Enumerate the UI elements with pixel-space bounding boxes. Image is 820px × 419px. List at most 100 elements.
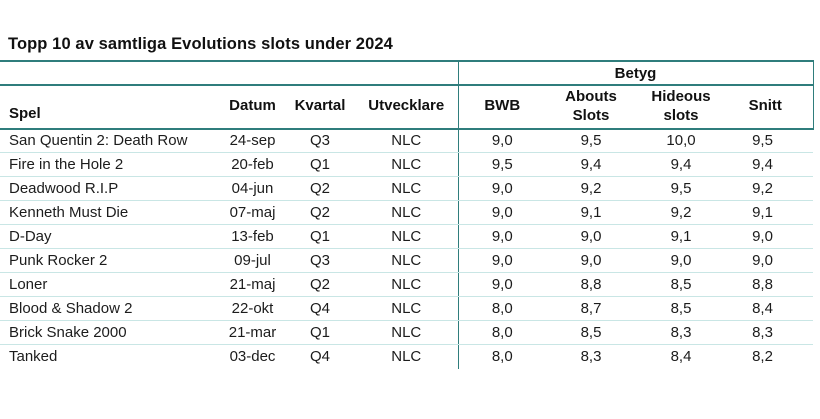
cell-utvecklare: NLC: [355, 176, 458, 201]
cell-datum: 13-feb: [220, 224, 285, 249]
cell-datum: 21-maj: [220, 272, 285, 297]
column-header-hideous-slots: Hideous slots: [636, 85, 726, 130]
cell-snitt: 9,0: [726, 224, 813, 249]
cell-spel: Deadwood R.I.P: [0, 176, 220, 201]
cell-snitt: 8,3: [726, 320, 813, 345]
cell-bwb: 9,0: [457, 224, 546, 249]
table-row: Blood & Shadow 2 22-okt Q4 NLC 8,0 8,7 8,5 8,4: [0, 296, 813, 321]
cell-snitt: 9,4: [726, 152, 813, 177]
cell-kvartal: Q1: [285, 320, 355, 345]
column-header-datum: Datum: [220, 85, 285, 130]
cell-hideous-slots: 9,5: [636, 176, 726, 201]
table-row: Brick Snake 2000 21-mar Q1 NLC 8,0 8,5 8,3 8,3: [0, 320, 813, 345]
cell-utvecklare: NLC: [391, 348, 422, 366]
cell-bwb: 8,0: [457, 296, 546, 321]
cell-abouts-slots: 9,4: [546, 152, 636, 177]
cell-snitt: 9,5: [726, 128, 813, 153]
cell-abouts-slots: 9,0: [546, 224, 636, 249]
cell-utvecklare: NLC: [355, 296, 458, 321]
cell-bwb: 9,0: [457, 272, 546, 297]
table-row: Punk Rocker 2 09-jul Q3 NLC 9,0 9,0 9,0 9,0: [0, 248, 813, 273]
table-body: San Quentin 2: Death Row 24-sep Q3 NLC 9,0 9,…: [0, 128, 813, 369]
cell-kvartal: Q3: [285, 128, 355, 153]
cell-hideous-slots: 10,0: [636, 128, 726, 153]
cell-hideous-slots: 8,3: [636, 320, 726, 345]
cell-abouts-slots: 8,8: [546, 272, 636, 297]
cell-spel: Loner: [0, 272, 220, 297]
cell-spel: Kenneth Must Die: [0, 200, 220, 225]
cell-snitt: 8,8: [726, 272, 813, 297]
cell-bwb: 9,0: [457, 248, 546, 273]
cell-datum: 24-sep: [220, 128, 285, 153]
cell-spel: Fire in the Hole 2: [0, 152, 220, 177]
cell-hideous-slots: 8,5: [636, 272, 726, 297]
cell-utvecklare: NLC: [355, 128, 458, 153]
cell-kvartal: Q4: [285, 296, 355, 321]
page-title: Topp 10 av samtliga Evolutions slots und…: [8, 35, 393, 53]
column-header-utvecklare: Utvecklare: [355, 85, 458, 130]
cell-spel: San Quentin 2: Death Row: [0, 128, 220, 153]
cell-utvecklare: NLC: [355, 152, 458, 177]
cell-hideous-slots: 9,1: [636, 224, 726, 249]
table-row: San Quentin 2: Death Row 24-sep Q3 NLC 9,0 9,…: [0, 128, 813, 153]
cell-hideous-slots: 8,4: [670, 348, 692, 366]
cell-spel: Tanked: [9, 348, 58, 366]
cell-hideous-slots: 9,4: [636, 152, 726, 177]
column-header-abouts-slots: Abouts Slots: [546, 85, 636, 130]
cell-snitt: 9,2: [726, 176, 813, 201]
cell-spel: D-Day: [0, 224, 220, 249]
cell-bwb: 9,0: [457, 128, 546, 153]
cell-spel: Blood & Shadow 2: [0, 296, 220, 321]
cell-hideous-slots: 9,0: [636, 248, 726, 273]
table-row: Fire in the Hole 2 20-feb Q1 NLC 9,5 9,4 9,4 9,…: [0, 152, 813, 177]
cell-hideous-slots: 8,5: [636, 296, 726, 321]
cell-datum: 20-feb: [220, 152, 285, 177]
cell-datum: 22-okt: [220, 296, 285, 321]
cell-hideous-slots: 9,2: [636, 200, 726, 225]
top-slots-table: Betyg Spel Datum Kvartal Utvecklare BWB …: [0, 60, 814, 369]
table-row: Tanked 03-dec Q4 NLC 8,0 8,3 8,4 8,2: [0, 344, 813, 369]
cell-spel: Brick Snake 2000: [0, 320, 220, 345]
table-header: Betyg Spel Datum Kvartal Utvecklare BWB …: [0, 61, 814, 130]
column-header-row: Spel Datum Kvartal Utvecklare BWB Abouts…: [0, 85, 814, 130]
cell-abouts-slots: 8,3: [580, 348, 602, 366]
cell-datum: 04-jun: [220, 176, 285, 201]
cell-abouts-slots: 9,2: [546, 176, 636, 201]
table-row: Deadwood R.I.P 04-jun Q2 NLC 9,0 9,2 9,5 9,2: [0, 176, 813, 201]
cell-spel: Punk Rocker 2: [0, 248, 220, 273]
cell-datum: 03-dec: [229, 348, 276, 366]
cell-bwb: 9,0: [457, 200, 546, 225]
cell-bwb: 8,0: [457, 344, 546, 369]
cell-snitt: 8,2: [752, 348, 773, 366]
cell-kvartal: Q2: [285, 272, 355, 297]
cell-snitt: 8,4: [726, 296, 813, 321]
cell-utvecklare: NLC: [355, 272, 458, 297]
cell-kvartal: Q1: [285, 224, 355, 249]
group-header-row: Betyg: [0, 61, 814, 86]
cell-utvecklare: NLC: [355, 200, 458, 225]
column-header-bwb: BWB: [457, 85, 546, 130]
cell-datum: 07-maj: [220, 200, 285, 225]
cell-kvartal: Q3: [285, 248, 355, 273]
page: Topp 10 av samtliga Evolutions slots und…: [0, 35, 814, 369]
cell-utvecklare: NLC: [355, 320, 458, 345]
cell-snitt: 9,0: [726, 248, 813, 273]
cell-datum: 09-jul: [220, 248, 285, 273]
cell-utvecklare: NLC: [355, 224, 458, 249]
cell-kvartal: Q1: [285, 152, 355, 177]
table-row: D-Day 13-feb Q1 NLC 9,0 9,0 9,1 9,0: [0, 224, 813, 249]
table-row: Loner 21-maj Q2 NLC 9,0 8,8 8,5 8,8: [0, 272, 813, 297]
cell-kvartal: Q2: [285, 176, 355, 201]
group-header-spacer: [0, 61, 458, 86]
cell-bwb: 8,0: [457, 320, 546, 345]
table-row: Kenneth Must Die 07-maj Q2 NLC 9,0 9,1 9,2 9,1: [0, 200, 813, 225]
cell-abouts-slots: 8,7: [546, 296, 636, 321]
cell-bwb: 9,0: [457, 176, 546, 201]
cell-abouts-slots: 9,1: [546, 200, 636, 225]
cell-datum: 21-mar: [220, 320, 285, 345]
cell-utvecklare: NLC: [355, 248, 458, 273]
cell-abouts-slots: 9,5: [546, 128, 636, 153]
cell-snitt: 9,1: [726, 200, 813, 225]
column-header-snitt: Snitt: [726, 85, 814, 130]
cell-kvartal: Q4: [309, 348, 330, 366]
